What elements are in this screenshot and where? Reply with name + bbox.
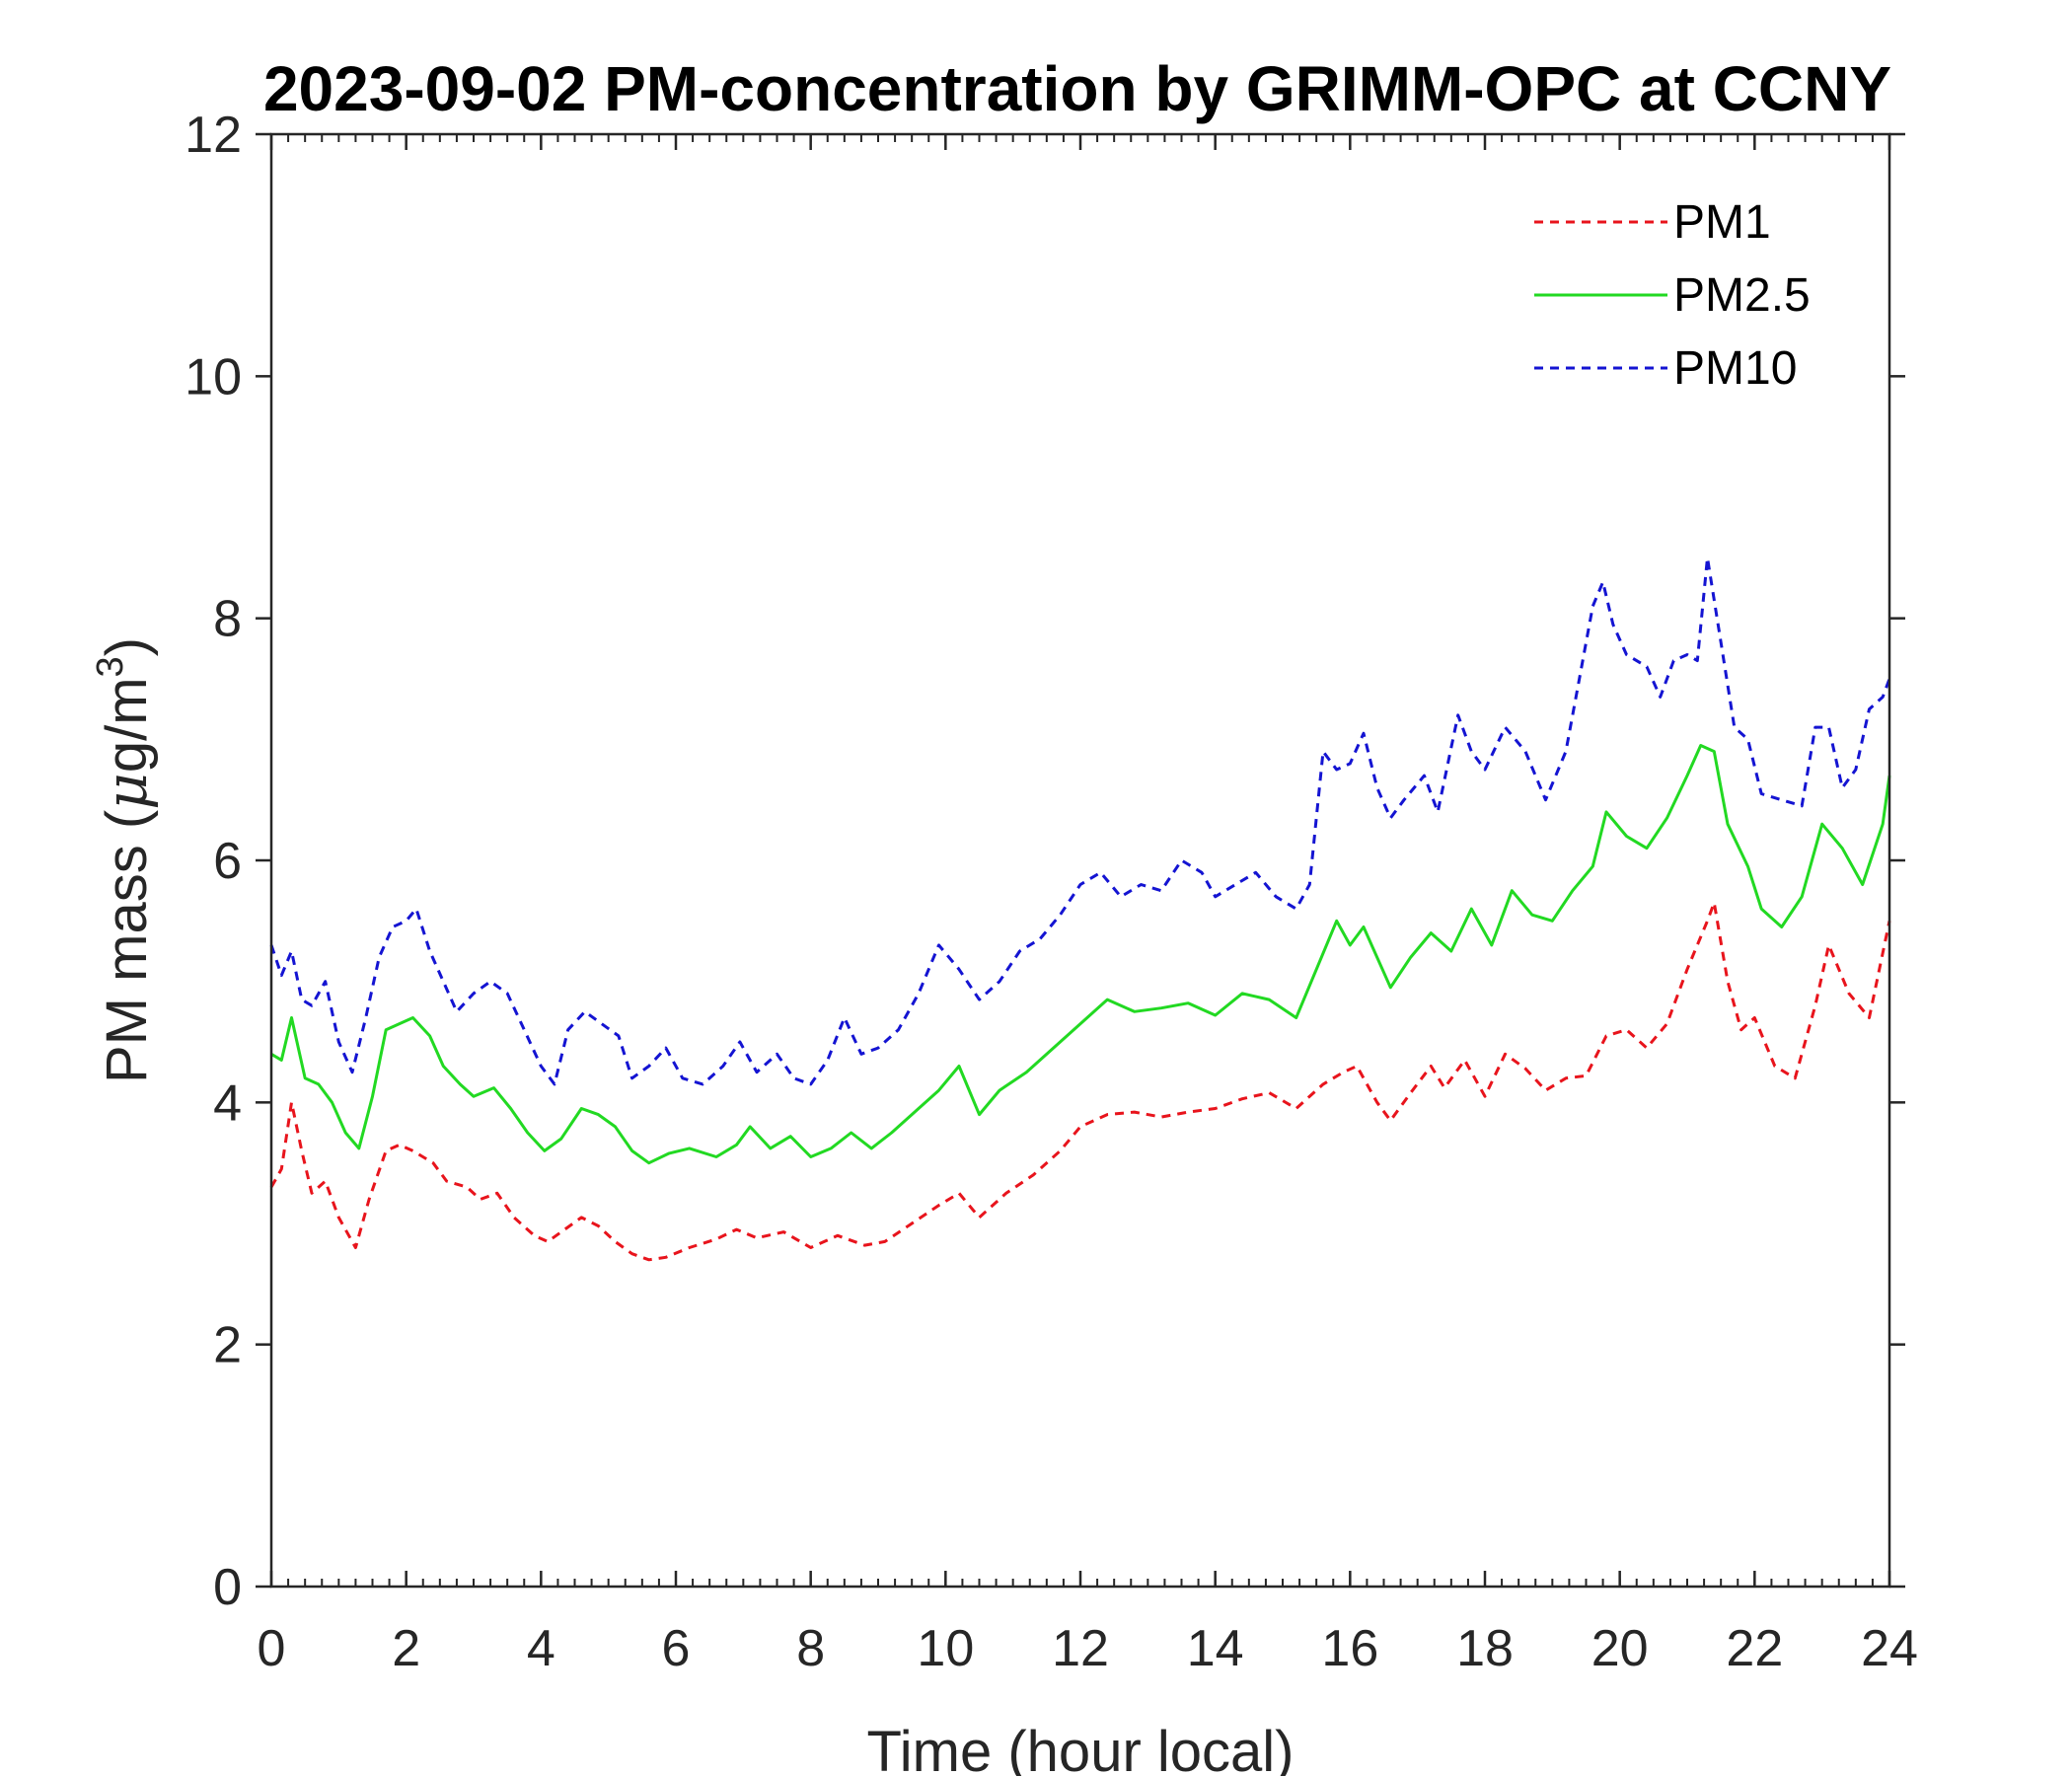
x-tick-label: 20 (1591, 1620, 1649, 1677)
y-tick-label: 6 (213, 833, 242, 890)
x-tick-label: 12 (1052, 1620, 1109, 1677)
x-tick-label: 4 (527, 1620, 555, 1677)
x-tick-label: 14 (1187, 1620, 1244, 1677)
x-axis-label: Time (hour local) (867, 1720, 1295, 1776)
series-line-0 (269, 901, 1891, 1262)
series-line-2 (269, 555, 1891, 1086)
x-tick-label: 24 (1861, 1620, 1918, 1677)
y-tick-label: 2 (213, 1317, 242, 1374)
y-axis-ticks: 0 2 4 6 8 10 12 (185, 107, 1905, 1616)
x-tick-label: 0 (258, 1620, 286, 1677)
series-layer (269, 555, 1891, 1262)
x-tick-label: 18 (1456, 1620, 1514, 1677)
x-tick-label: 22 (1726, 1620, 1783, 1677)
x-tick-label: 6 (662, 1620, 691, 1677)
chart-title: 2023-09-02 PM-concentration by GRIMM-OPC… (263, 53, 1891, 124)
legend-label-1: PM2.5 (1673, 269, 1811, 322)
x-axis-ticks: 0 2 4 6 8 10 12 14 16 18 20 22 24 (258, 134, 1918, 1677)
x-tick-label: 2 (392, 1620, 420, 1677)
y-tick-label: 4 (213, 1074, 242, 1132)
y-tick-label: 0 (213, 1559, 242, 1616)
x-tick-label: 16 (1321, 1620, 1378, 1677)
legend-label-0: PM1 (1673, 196, 1771, 249)
legend: PM1 PM2.5 PM10 (1534, 196, 1811, 395)
y-tick-label: 8 (213, 591, 242, 648)
x-tick-label: 10 (917, 1620, 974, 1677)
series-line-1 (270, 744, 1891, 1165)
y-axis-label: PM mass (μg/m3) (90, 637, 160, 1083)
y-tick-label: 12 (185, 107, 242, 164)
legend-label-2: PM10 (1673, 342, 1797, 395)
x-tick-label: 8 (796, 1620, 825, 1677)
y-tick-label: 10 (185, 348, 242, 406)
